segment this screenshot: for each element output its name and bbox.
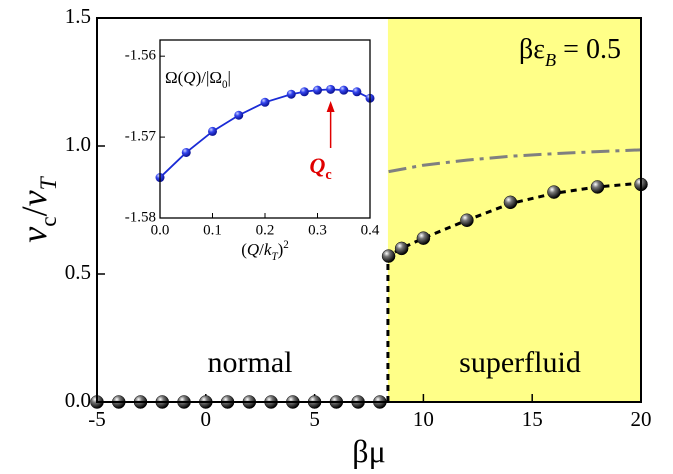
inset-x-label: (Q/kT)2 [241,239,289,263]
inset-annotation-part: Q [310,153,326,178]
inset-point [313,85,322,95]
region-label: normal [208,346,293,379]
data-point [416,231,431,245]
annotation: βεB = 0.5 [519,34,621,70]
x-tick-label: 20 [631,407,652,431]
y-tick-label: 1.5 [65,4,91,28]
inset-title-part: Q [183,68,195,87]
inset-x-tick-label: 0.4 [361,222,380,238]
inset-x-label-part: Q [247,240,259,259]
y-tick-label: 1.0 [65,132,91,156]
y-axis-label: vc/vT [14,175,62,242]
dashdot-line [388,148,642,174]
inset-point [234,110,244,120]
inset-title-part: | [228,68,231,87]
inset-title: Ω(Q)/|Ω0| [165,68,231,91]
x-tick-label: 15 [522,407,543,431]
data-point [460,213,474,227]
inset-point [181,147,191,157]
inset-annotation: Qc [310,153,332,183]
inset-annotation-part: c [325,167,331,183]
annotation-part: = 0.5 [556,34,621,65]
inset-y-tick-label: -1.56 [125,48,157,64]
inset-background [160,40,370,218]
x-tick-label: 5 [309,407,320,431]
inset-title-part: Ω( [165,68,184,87]
annotation-part: βε [519,34,545,65]
inset-title-part: 0 [222,79,228,91]
y-axis-label-part: T [36,175,62,190]
inset-point [352,87,362,97]
inset-x-tick-label: 0.2 [256,222,275,238]
inset-x-tick-label: 0.0 [151,222,170,238]
y-axis-label-part: c [36,216,62,226]
inset-x-label-part: ) [278,240,284,259]
inset-arrow-head [326,101,335,112]
plot-frame [96,17,642,403]
data-point [590,180,605,194]
x-tick-label: -5 [88,407,106,431]
inset-y-tick-label: -1.57 [125,129,157,145]
inset-point [326,84,336,94]
data-point [503,195,518,210]
inset-point [260,97,270,107]
inset-x-tick-label: 0.3 [308,222,327,238]
y-axis-label-part: v [14,227,54,243]
inset-point [208,126,217,136]
inset-point [286,89,296,99]
data-point [381,249,396,263]
inset-title-part: )/|Ω [196,68,222,87]
annotation-part: B [545,50,556,70]
y-tick-label: 0.5 [65,260,91,284]
x-tick-label: 0 [201,407,212,431]
inset-y-tick-label: -1.58 [125,209,156,225]
inset-x-label-part: ( [241,240,247,259]
inset-x-label-part: T [271,251,278,263]
inset-x-tick-label: 0.1 [203,222,222,238]
y-axis-label-part: / [14,206,54,216]
inset-x-label-part: k [264,240,272,259]
x-axis-label-part: βμ [352,433,385,469]
data-point [394,241,409,256]
x-tick-label: 10 [413,407,434,431]
superfluid-region [387,18,641,402]
y-axis-label-part: v [14,190,54,206]
inset-frame [159,39,371,219]
inset-x-label-part: 2 [283,239,289,251]
x-axis-label: βμ [352,433,385,469]
inset-point [299,87,309,97]
data-point [547,185,561,199]
y-tick-label: 0.0 [65,388,91,412]
inset-x-label-part: / [259,240,264,259]
inset-point [339,85,349,95]
region-label: superfluid [459,346,581,379]
